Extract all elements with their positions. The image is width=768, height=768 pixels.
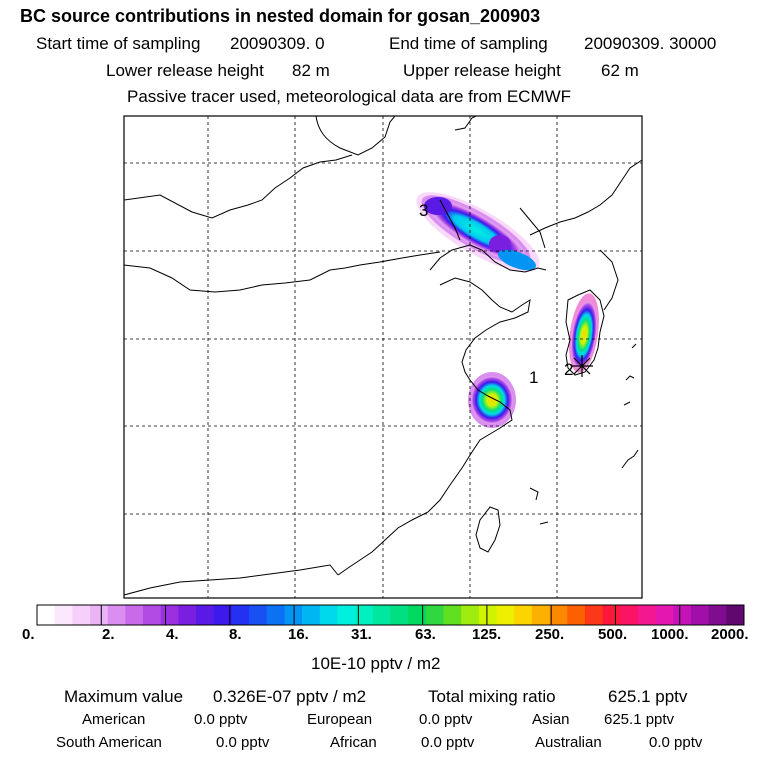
colorbar-swatch	[160, 605, 179, 625]
colorbar-swatch	[637, 605, 657, 625]
colorbar-swatch	[337, 605, 356, 625]
colorbar-tick-label: 1000.	[651, 626, 689, 643]
european-value: 0.0 pptv	[419, 711, 473, 728]
colorbar-swatch	[655, 605, 674, 625]
lower-release-value: 82 m	[292, 61, 330, 80]
south-american-label: South American	[56, 734, 162, 751]
colorbar-swatch	[425, 605, 445, 625]
total-mixing-ratio-label: Total mixing ratio	[428, 687, 556, 706]
colorbar-swatch	[196, 605, 215, 625]
colorbar-tick-label: 250.	[535, 626, 565, 643]
colorbar-swatch	[107, 605, 126, 625]
colorbar-tick-label: 16.	[288, 626, 309, 643]
start-time-value: 20090309. 0	[230, 34, 325, 53]
start-time-label: Start time of sampling	[36, 34, 201, 53]
colorbar-swatch	[390, 605, 409, 625]
colorbar-tick-label: 2.	[102, 626, 115, 643]
colorbar-swatch	[302, 605, 321, 625]
total-mixing-ratio-value: 625.1 pptv	[608, 687, 688, 706]
colorbar-swatch	[213, 605, 232, 625]
upper-release-value: 62 m	[601, 61, 639, 80]
colorbar-swatch	[726, 605, 745, 625]
colorbar-swatch	[690, 605, 710, 625]
south-american-value: 0.0 pptv	[216, 734, 270, 751]
asian-label: Asian	[532, 711, 570, 728]
colorbar-ticks	[36, 604, 745, 626]
colorbar-swatch	[125, 605, 144, 625]
end-time-value: 20090309. 30000	[584, 34, 717, 53]
plume-region-2	[569, 293, 599, 373]
colorbar-swatch	[319, 605, 338, 625]
colorbar-swatch	[249, 605, 268, 625]
colorbar-tick-label: 125.	[472, 626, 502, 643]
colorbar-tick-label: 500.	[598, 626, 628, 643]
map-title: BC source contributions in nested domain…	[20, 6, 541, 26]
colorbar-swatch	[567, 605, 586, 625]
colorbar-swatch	[72, 605, 91, 625]
colorbar-swatch	[37, 605, 56, 625]
plume-region-1	[468, 372, 516, 428]
colorbar-swatch	[266, 605, 285, 625]
colorbar-swatch	[284, 605, 303, 625]
colorbar-swatch	[478, 605, 498, 625]
tracer-note: Passive tracer used, meteorological data…	[127, 87, 572, 106]
colorbar-swatch	[54, 605, 73, 625]
colorbar-swatch	[408, 605, 427, 625]
african-label: African	[330, 734, 377, 751]
colorbar-swatch	[549, 605, 568, 625]
region-3-label: 3	[419, 201, 428, 220]
colorbar-swatch	[514, 605, 533, 625]
upper-release-label: Upper release height	[403, 61, 561, 80]
colorbar-swatch	[372, 605, 391, 625]
max-value-label: Maximum value	[64, 687, 184, 706]
colorbar-swatch	[531, 605, 551, 625]
lat-lon-grid	[124, 116, 642, 598]
colorbar-swatch	[90, 605, 109, 625]
region-2-label: 2	[564, 360, 573, 379]
colorbar-swatch	[178, 605, 197, 625]
colorbar-tick-label: 0.	[22, 626, 35, 643]
colorbar-tick-label: 63.	[415, 626, 436, 643]
end-time-label: End time of sampling	[389, 34, 548, 53]
colorbar-swatch	[584, 605, 604, 625]
colorbar-swatch	[708, 605, 727, 625]
colorbar-swatch	[602, 605, 621, 625]
colorbar-tick-label: 31.	[351, 626, 372, 643]
colorbar-swatch	[620, 605, 639, 625]
colorbar-tick-label: 4.	[166, 626, 179, 643]
colorbar-swatch	[143, 605, 162, 625]
australian-value: 0.0 pptv	[649, 734, 703, 751]
region-1-label: 1	[529, 368, 538, 387]
plume-region-3	[416, 192, 540, 272]
european-label: European	[307, 711, 373, 728]
lower-release-label: Lower release height	[106, 61, 264, 80]
max-value: 0.326E-07 pptv / m2	[213, 687, 367, 706]
colorbar-swatch	[461, 605, 480, 625]
coastlines	[124, 116, 642, 596]
colorbar-tick-label: 2000.	[711, 626, 749, 643]
receptor-star-icon	[571, 355, 593, 377]
asian-value: 625.1 pptv	[604, 711, 675, 728]
african-value: 0.0 pptv	[421, 734, 475, 751]
american-label: American	[82, 711, 146, 728]
colorbar-frame	[36, 604, 745, 626]
colorbar-unit: 10E-10 pptv / m2	[311, 654, 441, 673]
colorbar-tick-label: 8.	[229, 626, 242, 643]
colorbar	[37, 605, 745, 625]
colorbar-swatch	[443, 605, 462, 625]
map-frame	[123, 115, 643, 599]
colorbar-swatch	[355, 605, 374, 625]
american-value: 0.0 pptv	[194, 711, 248, 728]
australian-label: Australian	[535, 734, 602, 751]
colorbar-swatch	[673, 605, 692, 625]
colorbar-swatch	[231, 605, 250, 625]
colorbar-swatch	[496, 605, 515, 625]
